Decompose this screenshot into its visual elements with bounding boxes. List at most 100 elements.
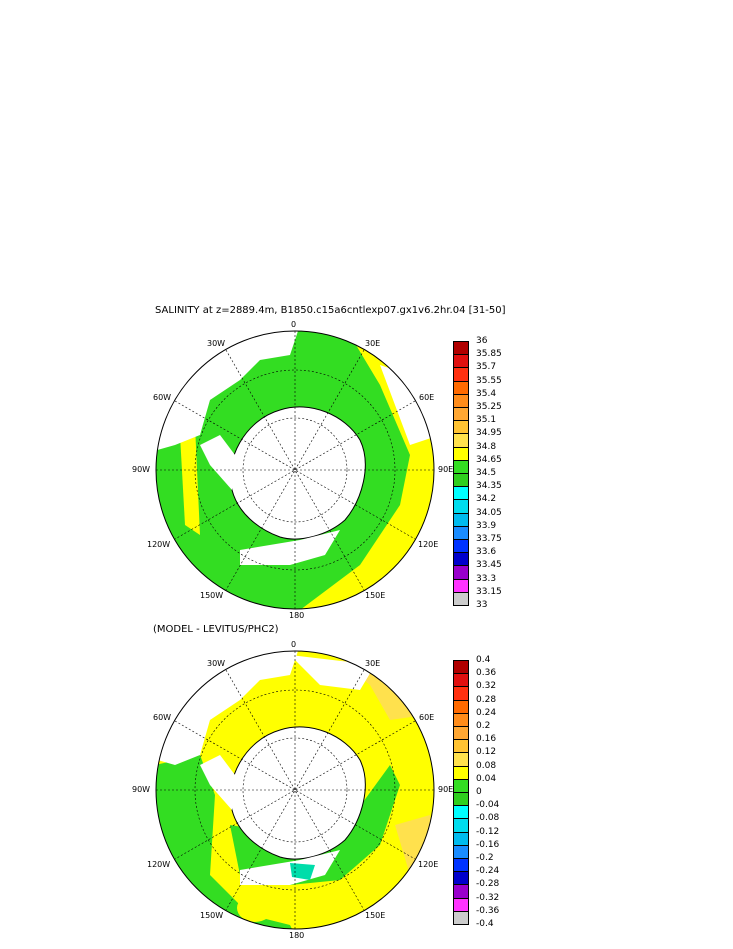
- colorbar-swatch: [453, 660, 469, 675]
- colorbar-tick-label: 34.05: [476, 507, 502, 518]
- colorbar-tick-label: 0.04: [476, 773, 497, 784]
- label-150w: 150W: [200, 591, 224, 600]
- colorbar-swatch: [453, 910, 469, 925]
- colorbar-tick-label: 36: [476, 336, 488, 346]
- label-90w-b: 90W: [132, 785, 151, 794]
- label-150e: 150E: [365, 591, 386, 600]
- colorbar-tick-label: 33.75: [476, 534, 502, 544]
- colorbar-swatch: [453, 459, 469, 474]
- colorbar-tick-label: 33: [476, 600, 488, 610]
- colorbar-tick-label: 0.36: [476, 668, 497, 679]
- map-boundary-b: [155, 650, 435, 930]
- colorbar-tick-label: 33.9: [476, 520, 497, 531]
- band-high-salinity-west: [180, 425, 200, 535]
- label-30e-b: 30E: [365, 659, 381, 668]
- label-60w-b: 60W: [153, 713, 172, 722]
- colorbar-swatch: [453, 486, 469, 501]
- colorbar-swatch: [453, 778, 469, 793]
- label-0-b: 0: [291, 640, 297, 649]
- graticule: [156, 331, 434, 609]
- colorbar-tick-label: -0.08: [476, 813, 500, 824]
- colorbar-tick-label: 0: [476, 787, 482, 797]
- difference-map: 0 180 90W 90E 30W 30E 60W 60E 120W 120E …: [132, 640, 454, 949]
- colorbar-swatch: [453, 525, 469, 540]
- colorbar-tick-label: 33.3: [476, 573, 497, 584]
- band-difference-low-ring: [230, 765, 400, 885]
- colorbar-tick-label: -0.12: [476, 826, 500, 837]
- colorbar-tick-label: 34.5: [476, 468, 497, 478]
- colorbar-tick-label: -0.4: [476, 919, 494, 929]
- colorbar-tick-label: 35.4: [476, 388, 497, 399]
- label-60e-b: 60E: [419, 713, 435, 722]
- colorbar-swatch: [453, 686, 469, 701]
- colorbar-swatch: [453, 565, 469, 580]
- label-60w: 60W: [153, 393, 172, 402]
- colorbar-tick-label: 33.15: [476, 586, 502, 597]
- colorbar-tick-label: 35.85: [476, 349, 502, 360]
- colorbar-tick-label: -0.28: [476, 879, 500, 890]
- colorbar-swatch: [453, 884, 469, 899]
- difference-subtitle: (MODEL - LEVITUS/PHC2): [153, 624, 279, 635]
- colorbar-swatch: [453, 897, 469, 912]
- colorbar-tick-label: 34.65: [476, 454, 502, 465]
- colorbar-tick-label: -0.2: [476, 853, 494, 863]
- patch-difference-cyan: [290, 863, 315, 880]
- colorbar-swatch: [453, 473, 469, 488]
- colorbar-swatch: [453, 420, 469, 435]
- colorbar-tick-label: 0.24: [476, 707, 497, 718]
- colorbar-tick-label: 35.1: [476, 415, 497, 426]
- label-180-b: 180: [289, 931, 305, 940]
- colorbar-swatch: [453, 393, 469, 408]
- label-90e: 90E: [438, 465, 454, 474]
- colorbar-swatch: [453, 552, 469, 567]
- colorbar-swatch: [453, 739, 469, 754]
- ice-shelf-region-b: [240, 850, 340, 885]
- colorbar-tick-label: -0.16: [476, 839, 500, 850]
- colorbar-swatch: [453, 765, 469, 780]
- colorbar-tick-label: 34.2: [476, 494, 497, 505]
- colorbar-tick-label: 34.35: [476, 481, 502, 492]
- colorbar-tick-label: 0.12: [476, 747, 497, 758]
- label-30w-b: 30W: [207, 659, 226, 668]
- colorbar-tick-label: 34.95: [476, 428, 502, 439]
- label-120e: 120E: [418, 540, 439, 549]
- colorbar-swatch: [453, 433, 469, 448]
- colorbar-tick-label: 33.45: [476, 560, 502, 571]
- colorbar-tick-label: -0.04: [476, 800, 500, 811]
- colorbar-tick-label: 0.32: [476, 681, 497, 692]
- map-boundary: [155, 330, 435, 610]
- colorbar-swatch: [453, 578, 469, 593]
- colorbar-tick-label: -0.32: [476, 892, 500, 903]
- colorbar-tick-label: -0.24: [476, 866, 500, 877]
- colorbar-swatch: [453, 871, 469, 886]
- salinity-map-svg: [155, 330, 435, 610]
- difference-map-svg: [155, 650, 435, 930]
- label-90e-b: 90E: [438, 785, 454, 794]
- label-30e: 30E: [365, 339, 381, 348]
- label-120w: 120W: [147, 540, 171, 549]
- patch-difference-sw: [237, 894, 273, 922]
- colorbar-swatch: [453, 844, 469, 859]
- label-30w: 30W: [207, 339, 226, 348]
- colorbar-swatch: [453, 591, 469, 606]
- colorbar-swatch: [453, 539, 469, 554]
- colorbar-swatch: [453, 446, 469, 461]
- colorbar-swatch: [453, 341, 469, 356]
- ice-shelf-region: [240, 530, 340, 565]
- colorbar-tick-label: 0.08: [476, 760, 497, 771]
- colorbar-swatch: [453, 712, 469, 727]
- colorbar-swatch: [453, 512, 469, 527]
- label-180: 180: [289, 611, 305, 620]
- colorbar-swatch: [453, 407, 469, 422]
- colorbar-tick-label: 0.2: [476, 721, 491, 731]
- colorbar-swatch: [453, 752, 469, 767]
- antarctic-peninsula-b: [200, 755, 235, 810]
- colorbar-swatch: [453, 699, 469, 714]
- label-60e: 60E: [419, 393, 435, 402]
- graticule-b: [156, 651, 434, 929]
- label-0: 0: [291, 320, 297, 329]
- colorbar-swatch: [453, 792, 469, 807]
- colorbar-tick-label: 35.55: [476, 375, 502, 386]
- colorbar-swatch: [453, 367, 469, 382]
- antarctic-peninsula: [200, 435, 235, 490]
